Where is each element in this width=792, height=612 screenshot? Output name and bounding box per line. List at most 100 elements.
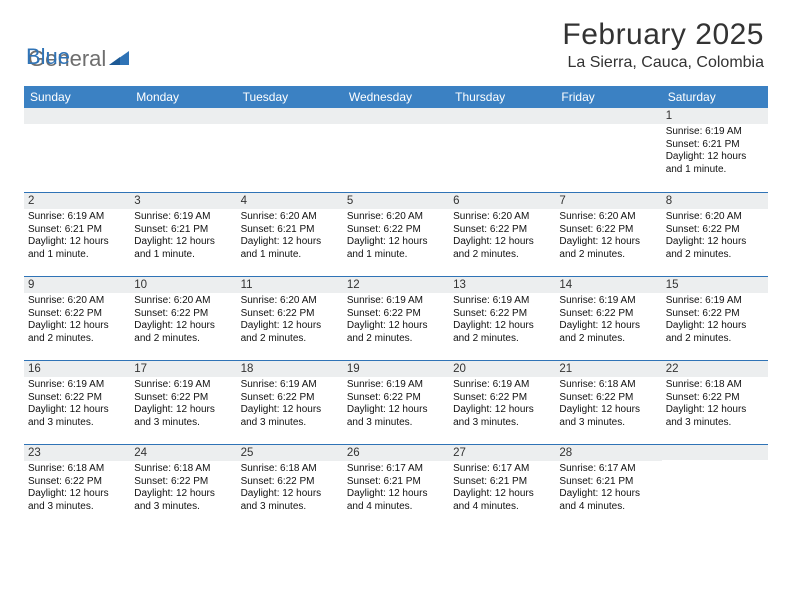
daylight-text: Daylight: 12 hours and 2 minutes. [28, 320, 126, 345]
day-number: 13 [449, 276, 555, 293]
sunrise-text: Sunrise: 6:19 AM [134, 379, 232, 392]
day-detail: Sunrise: 6:19 AMSunset: 6:22 PMDaylight:… [555, 293, 661, 349]
sunrise-text: Sunrise: 6:18 AM [666, 379, 764, 392]
day-number: 10 [130, 276, 236, 293]
sunrise-text: Sunrise: 6:20 AM [28, 295, 126, 308]
day-number: 9 [24, 276, 130, 293]
daylight-text: Daylight: 12 hours and 2 minutes. [559, 236, 657, 261]
sunset-text: Sunset: 6:22 PM [241, 308, 339, 321]
calendar-cell: 23Sunrise: 6:18 AMSunset: 6:22 PMDayligh… [24, 444, 130, 528]
sunrise-text: Sunrise: 6:18 AM [134, 463, 232, 476]
weekday-header: Sunday [24, 86, 130, 108]
sunset-text: Sunset: 6:22 PM [453, 224, 551, 237]
day-number: 20 [449, 360, 555, 377]
daylight-text: Daylight: 12 hours and 3 minutes. [241, 404, 339, 429]
sunrise-text: Sunrise: 6:19 AM [347, 379, 445, 392]
sunrise-text: Sunrise: 6:20 AM [559, 211, 657, 224]
sunrise-text: Sunrise: 6:19 AM [134, 211, 232, 224]
daylight-text: Daylight: 12 hours and 3 minutes. [134, 404, 232, 429]
day-detail: Sunrise: 6:20 AMSunset: 6:22 PMDaylight:… [449, 209, 555, 265]
sunrise-text: Sunrise: 6:19 AM [453, 295, 551, 308]
day-detail: Sunrise: 6:20 AMSunset: 6:22 PMDaylight:… [343, 209, 449, 265]
calendar-cell [343, 108, 449, 192]
daylight-text: Daylight: 12 hours and 3 minutes. [28, 404, 126, 429]
sunset-text: Sunset: 6:22 PM [241, 476, 339, 489]
calendar-cell: 9 Sunrise: 6:20 AMSunset: 6:22 PMDaylight… [24, 276, 130, 360]
daylight-text: Daylight: 12 hours and 2 minutes. [453, 236, 551, 261]
sunset-text: Sunset: 6:22 PM [559, 392, 657, 405]
calendar-cell: 7Sunrise: 6:20 AMSunset: 6:22 PMDaylight… [555, 192, 661, 276]
sunrise-text: Sunrise: 6:17 AM [559, 463, 657, 476]
day-detail: Sunrise: 6:19 AMSunset: 6:22 PMDaylight:… [343, 377, 449, 433]
daylight-text: Daylight: 12 hours and 3 minutes. [134, 488, 232, 513]
day-detail: Sunrise: 6:17 AMSunset: 6:21 PMDaylight:… [555, 461, 661, 517]
sunrise-text: Sunrise: 6:19 AM [666, 126, 764, 139]
day-number: 22 [662, 360, 768, 377]
calendar-row: 9Sunrise: 6:20 AMSunset: 6:22 PMDaylight… [24, 276, 768, 360]
calendar-cell: 19Sunrise: 6:19 AMSunset: 6:22 PMDayligh… [343, 360, 449, 444]
day-number: 19 [343, 360, 449, 377]
sunset-text: Sunset: 6:22 PM [28, 392, 126, 405]
page-header: General February 2025 La Sierra, Cauca, … [0, 0, 792, 76]
sunset-text: Sunset: 6:22 PM [28, 476, 126, 489]
calendar-cell: 13Sunrise: 6:19 AMSunset: 6:22 PMDayligh… [449, 276, 555, 360]
calendar-cell: 16Sunrise: 6:19 AMSunset: 6:22 PMDayligh… [24, 360, 130, 444]
sunrise-text: Sunrise: 6:17 AM [453, 463, 551, 476]
calendar-cell: 18Sunrise: 6:19 AMSunset: 6:22 PMDayligh… [237, 360, 343, 444]
daylight-text: Daylight: 12 hours and 1 minute. [134, 236, 232, 261]
day-detail: Sunrise: 6:19 AMSunset: 6:21 PMDaylight:… [24, 209, 130, 265]
weekday-header: Monday [130, 86, 236, 108]
day-detail: Sunrise: 6:19 AMSunset: 6:21 PMDaylight:… [662, 124, 768, 180]
day-detail: Sunrise: 6:20 AMSunset: 6:22 PMDaylight:… [237, 293, 343, 349]
day-detail: Sunrise: 6:19 AMSunset: 6:22 PMDaylight:… [449, 293, 555, 349]
sunset-text: Sunset: 6:22 PM [666, 224, 764, 237]
sunset-text: Sunset: 6:21 PM [28, 224, 126, 237]
weekday-header: Thursday [449, 86, 555, 108]
calendar-cell: 11Sunrise: 6:20 AMSunset: 6:22 PMDayligh… [237, 276, 343, 360]
day-detail: Sunrise: 6:20 AMSunset: 6:21 PMDaylight:… [237, 209, 343, 265]
daylight-text: Daylight: 12 hours and 3 minutes. [241, 488, 339, 513]
calendar-cell: 4Sunrise: 6:20 AMSunset: 6:21 PMDaylight… [237, 192, 343, 276]
sunset-text: Sunset: 6:22 PM [559, 308, 657, 321]
daylight-text: Daylight: 12 hours and 2 minutes. [666, 236, 764, 261]
sunset-text: Sunset: 6:22 PM [666, 392, 764, 405]
daylight-text: Daylight: 12 hours and 1 minute. [28, 236, 126, 261]
sunset-text: Sunset: 6:22 PM [347, 308, 445, 321]
calendar-cell: 27Sunrise: 6:17 AMSunset: 6:21 PMDayligh… [449, 444, 555, 528]
day-number: 8 [662, 192, 768, 209]
day-detail: Sunrise: 6:19 AMSunset: 6:22 PMDaylight:… [662, 293, 768, 349]
day-detail: Sunrise: 6:19 AMSunset: 6:22 PMDaylight:… [343, 293, 449, 349]
day-number [130, 108, 236, 124]
sunrise-text: Sunrise: 6:19 AM [666, 295, 764, 308]
calendar-cell: 26Sunrise: 6:17 AMSunset: 6:21 PMDayligh… [343, 444, 449, 528]
daylight-text: Daylight: 12 hours and 3 minutes. [666, 404, 764, 429]
daylight-text: Daylight: 12 hours and 3 minutes. [559, 404, 657, 429]
daylight-text: Daylight: 12 hours and 3 minutes. [453, 404, 551, 429]
sunrise-text: Sunrise: 6:20 AM [666, 211, 764, 224]
calendar-cell [24, 108, 130, 192]
day-number: 11 [237, 276, 343, 293]
title-block: February 2025 La Sierra, Cauca, Colombia [562, 18, 764, 72]
sunset-text: Sunset: 6:22 PM [134, 308, 232, 321]
sunrise-text: Sunrise: 6:19 AM [559, 295, 657, 308]
calendar-cell: 2Sunrise: 6:19 AMSunset: 6:21 PMDaylight… [24, 192, 130, 276]
day-number: 4 [237, 192, 343, 209]
sunrise-text: Sunrise: 6:20 AM [453, 211, 551, 224]
daylight-text: Daylight: 12 hours and 2 minutes. [241, 320, 339, 345]
sunset-text: Sunset: 6:22 PM [453, 392, 551, 405]
day-number [662, 444, 768, 460]
day-detail: Sunrise: 6:18 AMSunset: 6:22 PMDaylight:… [237, 461, 343, 517]
sunset-text: Sunset: 6:22 PM [28, 308, 126, 321]
calendar-cell: 17Sunrise: 6:19 AMSunset: 6:22 PMDayligh… [130, 360, 236, 444]
weekday-header: Saturday [662, 86, 768, 108]
weekday-header: Friday [555, 86, 661, 108]
day-detail: Sunrise: 6:18 AMSunset: 6:22 PMDaylight:… [662, 377, 768, 433]
calendar-cell: 6Sunrise: 6:20 AMSunset: 6:22 PMDaylight… [449, 192, 555, 276]
day-number [237, 108, 343, 124]
sunset-text: Sunset: 6:22 PM [453, 308, 551, 321]
logo-mark-icon [108, 48, 130, 70]
sunset-text: Sunset: 6:22 PM [666, 308, 764, 321]
sunset-text: Sunset: 6:21 PM [134, 224, 232, 237]
day-number: 16 [24, 360, 130, 377]
day-number: 7 [555, 192, 661, 209]
